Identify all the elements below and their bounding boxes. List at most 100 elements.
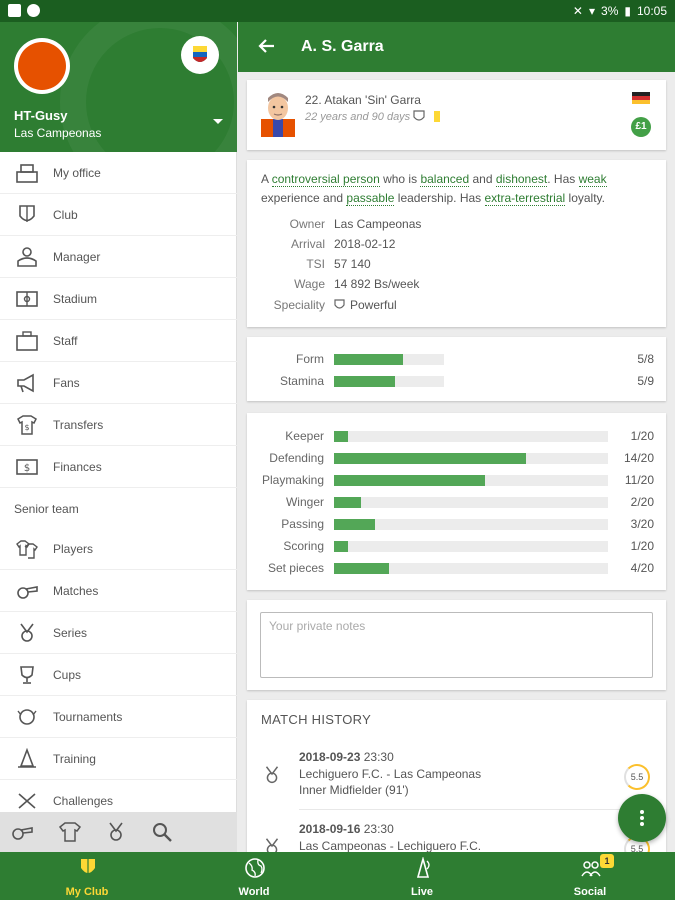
club-shield-icon [19,205,35,222]
nav-label: Cups [53,668,82,682]
tab-social[interactable]: 1 Social [506,852,674,900]
tab-my-club[interactable]: My Club [3,852,171,900]
speciality-value: Powerful [350,298,397,312]
nav-label: Manager [53,250,101,264]
skill-bar-track [334,354,444,365]
nav-item-finances[interactable]: $ Finances [0,446,237,488]
search-icon[interactable] [150,821,174,843]
mute-icon: ✕ [572,4,583,18]
bottom-navigation: My Club World Live 1 Social [0,852,675,900]
skill-value: 3/20 [630,517,654,531]
match-row[interactable]: 2018-09-16 23:30 Las Campeonas - Lechigu… [247,822,666,882]
skill-label: Set pieces [267,561,324,575]
battery-level: 3% [601,4,619,18]
skill-label: Stamina [279,374,324,388]
nav-item-series[interactable]: Series [0,612,237,654]
match-teams: Las Campeonas - Lechiguero F.C. [299,839,482,853]
whistle-icon [17,586,38,599]
svg-text:$: $ [24,423,29,432]
skill-row-keeper: Keeper 1/20 [247,429,666,451]
skill-bar-track [334,376,444,387]
nav-label: Finances [53,460,102,474]
personality-description: A controversial person who is balanced a… [261,170,657,208]
match-date-value: 2018-09-23 [299,750,361,764]
skill-value: 5/9 [637,374,654,388]
skill-row-scoring: Scoring 1/20 [247,539,666,561]
nav-item-my-office[interactable]: My office [0,152,237,194]
tsi-row: TSI 57 140 [247,257,666,277]
nav-item-training[interactable]: Training [0,738,237,780]
nav-item-manager[interactable]: Manager [0,236,237,278]
office-icon [16,164,38,183]
app-notification-icon [27,4,40,17]
skill-bar-fill [334,354,403,365]
trait-link-passable[interactable]: passable [346,191,395,206]
transfers-icon: $ [17,415,37,435]
nav-item-stadium[interactable]: Stadium [0,278,237,320]
nav-label: Challenges [53,794,114,808]
desc-text: A [261,172,272,186]
speciality-row: Speciality Powerful [247,298,666,318]
nav-item-players[interactable]: Players [0,528,237,570]
player-name: 22. Atakan 'Sin' Garra [305,93,421,107]
trait-link-weak[interactable]: weak [578,172,607,187]
trait-link-balanced[interactable]: balanced [420,172,470,187]
tab-world[interactable]: World [170,852,338,900]
skill-bar-track [334,519,608,530]
skill-row-stamina: Stamina 5/9 [247,374,666,396]
match-time: 23:30 [363,750,394,764]
more-actions-button[interactable] [618,794,666,842]
whistle-icon[interactable] [10,821,34,843]
more-dots-icon [640,816,644,820]
skill-label: Keeper [285,429,324,443]
account-dropdown-icon[interactable] [213,119,223,124]
desc-text: and [469,172,496,186]
tab-live[interactable]: Live [338,852,506,900]
medal-icon[interactable] [104,821,128,843]
speciality-shield-icon [413,110,425,121]
nav-label: Transfers [53,418,104,432]
nav-item-club[interactable]: Club [0,194,237,236]
nav-item-cups[interactable]: Cups [0,654,237,696]
jersey-icon[interactable] [58,821,82,843]
nav-item-transfers[interactable]: $ Transfers [0,404,237,446]
nav-item-fans[interactable]: Fans [0,362,237,404]
nav-label: Players [53,542,94,556]
club-logo[interactable] [14,38,70,94]
tournaments-icon [17,709,37,725]
skill-bar-track [334,453,608,464]
skill-bar-fill [334,475,485,486]
home-team: Lechiguero F.C. [299,767,384,781]
skill-label: Playmaking [261,473,324,487]
trait-link-controversial[interactable]: controversial person [271,172,380,187]
skill-label: Winger [285,495,324,509]
country-flag-icon[interactable] [181,36,219,74]
owner-value[interactable]: Las Campeonas [334,217,422,231]
skill-bar-fill [334,431,348,442]
back-arrow-icon[interactable] [258,37,276,55]
match-row[interactable]: 2018-09-23 23:30 Lechiguero F.C. - Las C… [247,750,666,810]
trait-link-extraterrestrial[interactable]: extra-terrestrial [484,191,566,206]
series-medal-icon [265,766,279,784]
skill-value: 4/20 [630,561,654,575]
speciality-shield-icon [334,299,345,309]
arrival-value: 2018-02-12 [334,237,396,251]
trait-link-dishonest[interactable]: dishonest [495,172,548,187]
skill-value: 1/20 [630,429,654,443]
nav-item-tournaments[interactable]: Tournaments [0,696,237,738]
nav-label: Series [53,626,88,640]
skill-value: 1/20 [630,539,654,553]
away-team: Las Campeonas [393,767,482,781]
match-rating: 5.5 [624,764,650,790]
app-bar: A. S. Garra [238,22,675,72]
skill-bar-fill [334,497,361,508]
skill-label: Scoring [283,539,324,553]
private-notes-field[interactable]: Your private notes [260,612,653,678]
skill-bar-track [334,431,608,442]
skills-card: Keeper 1/20 Defending 14/20 Playmaking 11/20 W… [247,413,666,590]
skill-value: 14/20 [623,451,654,465]
player-avatar [261,93,295,137]
player-badge: £1 [631,117,651,137]
nav-item-matches[interactable]: Matches [0,570,237,612]
nav-item-staff[interactable]: Staff [0,320,237,362]
